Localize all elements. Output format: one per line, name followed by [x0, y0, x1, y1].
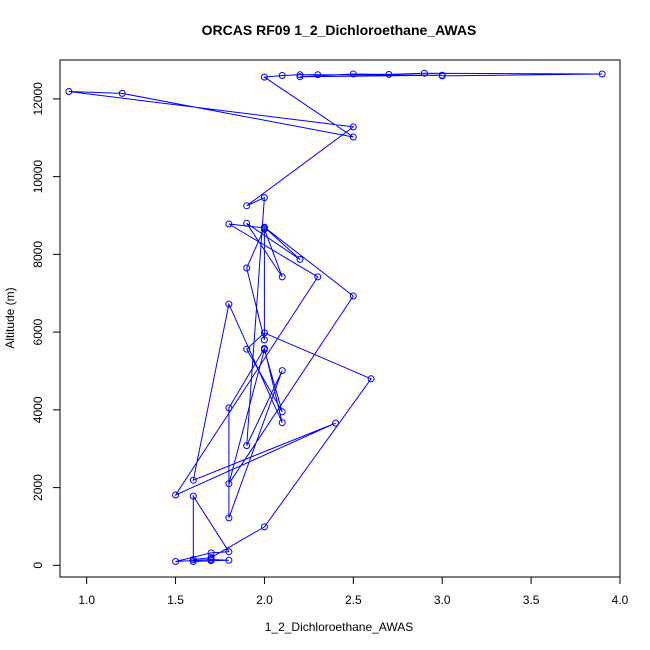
data-point	[278, 419, 286, 427]
data-point	[225, 514, 233, 522]
x-tick-label: 1.0	[78, 593, 95, 607]
data-point	[225, 480, 233, 488]
data-point	[278, 408, 286, 416]
x-tick-label: 3.5	[523, 593, 540, 607]
data-point	[189, 492, 197, 500]
data-point	[243, 345, 251, 353]
data-point	[172, 491, 180, 499]
data-point	[172, 558, 180, 565]
y-tick-label: 6000	[31, 318, 45, 345]
x-tick-label: 3.0	[434, 593, 451, 607]
y-tick-label: 8000	[31, 241, 45, 268]
data-point	[296, 73, 304, 81]
data-point	[243, 264, 251, 272]
data-point	[367, 375, 375, 383]
data-point	[243, 442, 251, 450]
y-axis: 0 2000 4000 6000 8000 10000 12000	[31, 82, 60, 569]
data-point	[260, 224, 268, 232]
data-point	[438, 72, 446, 80]
data-point	[260, 336, 268, 344]
plot-frame	[59, 59, 621, 578]
y-tick-label: 2000	[31, 474, 45, 501]
data-point	[243, 202, 251, 210]
y-tick-label: 12000	[31, 82, 45, 116]
data-point	[349, 292, 357, 300]
data-point	[243, 219, 251, 227]
data-point	[314, 273, 322, 281]
data-point	[260, 344, 268, 352]
series-line	[68, 72, 603, 562]
y-tick-label: 0	[31, 562, 45, 569]
data-point	[349, 70, 357, 78]
data-point	[260, 523, 268, 531]
data-point	[385, 70, 393, 78]
data-point	[207, 554, 215, 562]
data-point	[314, 71, 322, 79]
data-point	[349, 133, 357, 141]
x-tick-label: 4.0	[612, 593, 629, 607]
data-point	[598, 70, 606, 78]
data-point	[260, 329, 268, 337]
data-point	[225, 556, 233, 564]
data-point	[296, 71, 304, 79]
data-point	[189, 556, 197, 563]
x-axis-label: 1_2_Dichloroethane_AWAS	[265, 620, 414, 634]
data-point	[207, 549, 215, 557]
data-point	[420, 69, 428, 77]
data-point	[189, 476, 197, 484]
data-point	[349, 123, 357, 131]
data-point	[278, 367, 286, 375]
data-point	[225, 300, 233, 308]
data-point	[225, 404, 233, 412]
data-point	[225, 548, 233, 556]
data-point	[278, 72, 286, 79]
data-point	[332, 419, 340, 427]
x-tick-label: 2.0	[256, 593, 273, 607]
y-axis-label: Altitude (m)	[3, 287, 17, 348]
series-lines	[68, 72, 603, 562]
data-point	[278, 273, 286, 281]
y-tick-label: 10000	[31, 160, 45, 194]
chart-title: ORCAS RF09 1_2_Dichloroethane_AWAS	[202, 22, 477, 38]
data-point	[118, 89, 126, 97]
data-point	[225, 220, 233, 228]
y-tick-label: 4000	[31, 396, 45, 423]
series-points	[65, 69, 606, 565]
data-point	[260, 194, 268, 202]
data-point	[260, 73, 268, 81]
data-point	[296, 255, 304, 263]
x-tick-label: 1.5	[167, 593, 184, 607]
data-point	[189, 558, 197, 565]
data-point	[207, 556, 215, 563]
x-tick-label: 2.5	[345, 593, 362, 607]
data-point	[65, 88, 73, 95]
x-axis: 1.0 1.5 2.0 2.5 3.0 3.5 4.0	[78, 577, 629, 607]
